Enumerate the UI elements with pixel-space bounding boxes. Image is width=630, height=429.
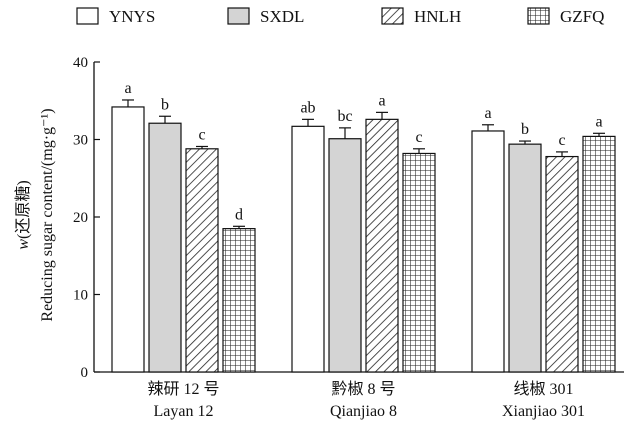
y-ticks: 0 10 20 30 40 bbox=[73, 55, 100, 381]
group-labels: 辣研 12 号 Layan 12 黔椒 8 号 Qianjiao 8 线椒 301 Xia… bbox=[147, 380, 585, 420]
y-axis-label-italic: w bbox=[15, 239, 32, 250]
bar-gzfq-group-3 bbox=[582, 135, 616, 373]
legend-swatch-ynys bbox=[76, 7, 99, 25]
significance-letter: ab bbox=[300, 99, 315, 116]
bar-ynys-group-2 bbox=[291, 125, 325, 373]
legend-label-hnlh: HNLH bbox=[414, 7, 461, 26]
y-axis-label: w(还原糖) Reducing sugar content/(mg·g⁻¹) bbox=[14, 108, 56, 321]
y-tick-label: 0 bbox=[81, 365, 89, 381]
bar-ynys-group-1 bbox=[111, 106, 145, 373]
y-tick-label: 20 bbox=[73, 210, 88, 226]
bar-ynys-group-3 bbox=[471, 130, 505, 373]
bar-hnlh-group-1 bbox=[185, 148, 219, 373]
significance-letter: bc bbox=[337, 108, 352, 125]
bar-sxdl-group-3 bbox=[508, 143, 542, 373]
significance-letter: b bbox=[161, 96, 169, 113]
bar-hnlh-group-2 bbox=[365, 118, 399, 373]
y-axis-label-cn: (还原糖) bbox=[14, 180, 32, 239]
significance-letter: b bbox=[521, 121, 529, 138]
y-axis-label-en: Reducing sugar content/(mg·g⁻¹) bbox=[39, 108, 56, 321]
svg-text:w(还原糖): w(还原糖) bbox=[14, 180, 32, 249]
legend-swatch-gzfq bbox=[527, 7, 550, 25]
y-tick-label: 40 bbox=[73, 55, 88, 71]
legend-label-sxdl: SXDL bbox=[260, 7, 304, 26]
group-label-en: Xianjiao 301 bbox=[502, 403, 585, 420]
group-label-cn: 线椒 301 bbox=[513, 380, 573, 398]
bar-gzfq-group-1 bbox=[222, 228, 256, 373]
significance-letter: a bbox=[378, 92, 385, 109]
significance-letter: d bbox=[235, 206, 243, 223]
group-label-en: Layan 12 bbox=[154, 403, 214, 420]
legend-label-ynys: YNYS bbox=[109, 7, 155, 26]
significance-letter: c bbox=[415, 129, 422, 146]
bar-sxdl-group-2 bbox=[328, 138, 362, 373]
group-label-en: Qianjiao 8 bbox=[330, 403, 397, 420]
legend: YNYS SXDL HNLH GZFQ bbox=[76, 7, 604, 26]
significance-letter: c bbox=[198, 126, 205, 143]
group-label-cn: 黔椒 8 号 bbox=[331, 380, 395, 398]
bar-gzfq-group-2 bbox=[402, 152, 436, 373]
group-label-cn: 辣研 12 号 bbox=[147, 380, 219, 398]
bar-hnlh-group-3 bbox=[545, 155, 579, 373]
significance-letter: a bbox=[484, 105, 491, 122]
significance-letter: c bbox=[558, 132, 565, 149]
significance-letter: a bbox=[595, 113, 602, 130]
significance-letter: a bbox=[124, 80, 131, 97]
legend-swatch-hnlh bbox=[381, 7, 404, 25]
y-tick-label: 10 bbox=[73, 288, 88, 304]
bar-sxdl-group-1 bbox=[148, 122, 182, 373]
y-tick-label: 30 bbox=[73, 133, 88, 149]
legend-swatch-sxdl bbox=[227, 7, 250, 25]
legend-label-gzfq: GZFQ bbox=[560, 7, 604, 26]
